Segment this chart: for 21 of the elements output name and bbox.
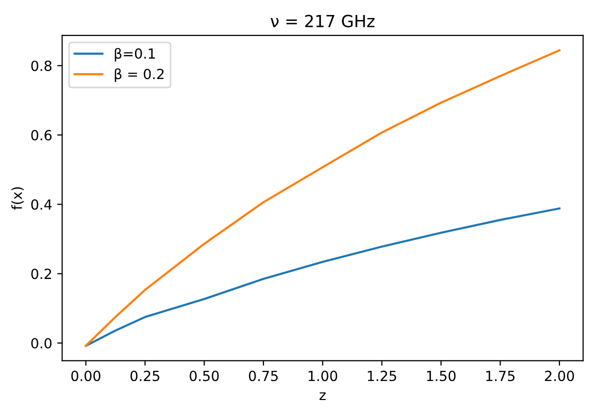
x-tick-label: 0.50 bbox=[190, 370, 219, 382]
y-tick-label: 0.6 bbox=[31, 130, 52, 140]
x-tick-label: 0.00 bbox=[71, 370, 100, 382]
y-tick-label: 0.0 bbox=[31, 338, 52, 348]
y-tick-label: 0.2 bbox=[31, 268, 52, 280]
x-axis-title: z bbox=[320, 392, 326, 400]
line-series bbox=[84, 207, 560, 347]
y-tick-label: 0.4 bbox=[31, 199, 52, 210]
x-tick-label: 1.00 bbox=[308, 370, 338, 382]
x-tick-label: 0.75 bbox=[248, 370, 278, 382]
x-tick-label: 1.50 bbox=[427, 370, 456, 382]
y-tick-label: 0.8 bbox=[31, 60, 52, 72]
x-tick-label: 1.25 bbox=[368, 370, 396, 382]
legend-label: β=0.1 bbox=[114, 48, 155, 62]
y-axis-title: f(x) bbox=[11, 187, 24, 210]
x-tick-label: 0.25 bbox=[130, 370, 160, 382]
legend-label: β = 0.2 bbox=[114, 68, 164, 82]
chart-title: ν = 217 GHz bbox=[270, 14, 375, 28]
x-tick-label: 1.75 bbox=[486, 370, 514, 382]
x-tick-label: 2.00 bbox=[544, 370, 574, 382]
line-series bbox=[84, 49, 560, 347]
